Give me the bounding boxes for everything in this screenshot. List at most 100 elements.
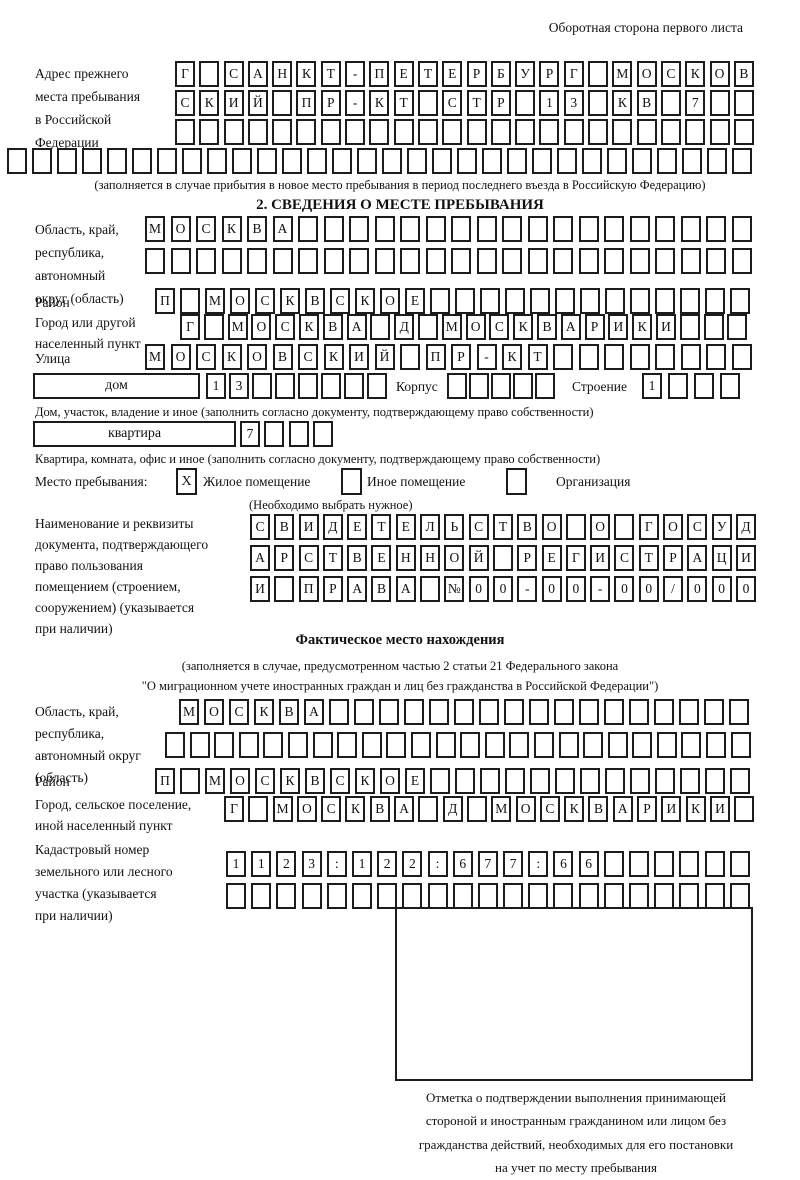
char-cell[interactable]: 1 (539, 90, 560, 116)
char-cell[interactable] (629, 344, 650, 370)
char-cell[interactable] (709, 90, 730, 116)
char-cell[interactable] (479, 699, 499, 725)
char-cell[interactable] (730, 288, 750, 314)
char-cell[interactable]: М (612, 61, 633, 87)
char-cell[interactable]: Г (175, 61, 195, 87)
char-cell[interactable] (32, 148, 52, 174)
char-cell[interactable] (583, 732, 604, 758)
char-cell[interactable]: М (145, 344, 165, 370)
char-cell[interactable] (732, 148, 752, 174)
char-cell[interactable]: В (733, 61, 754, 87)
char-cell[interactable] (460, 732, 481, 758)
char-cell[interactable]: В (536, 314, 557, 340)
char-cell[interactable] (528, 883, 549, 909)
char-cell[interactable]: 0 (638, 576, 659, 602)
char-cell[interactable]: И (655, 314, 676, 340)
char-cell[interactable]: С (175, 90, 195, 116)
char-cell[interactable]: М (272, 796, 293, 822)
char-cell[interactable] (377, 883, 398, 909)
char-cell[interactable] (480, 288, 500, 314)
char-cell[interactable]: Г (638, 514, 659, 540)
char-cell[interactable]: : (326, 851, 347, 877)
char-cell[interactable] (351, 883, 372, 909)
char-cell[interactable]: Н (420, 545, 441, 571)
char-cell[interactable]: С (321, 796, 342, 822)
char-cell[interactable] (312, 732, 333, 758)
char-cell[interactable] (344, 373, 364, 399)
char-cell[interactable] (349, 248, 369, 274)
char-cell[interactable]: Т (492, 514, 513, 540)
char-cell[interactable] (655, 288, 675, 314)
char-cell[interactable] (668, 373, 688, 399)
char-cell[interactable] (527, 248, 548, 274)
char-cell[interactable]: О (251, 314, 272, 340)
char-cell[interactable] (588, 61, 609, 87)
char-cell[interactable] (632, 148, 652, 174)
char-cell[interactable] (505, 768, 525, 794)
char-cell[interactable]: О (709, 61, 730, 87)
char-cell[interactable]: 7 (685, 90, 706, 116)
char-cell[interactable] (466, 796, 487, 822)
char-cell[interactable] (558, 732, 579, 758)
char-cell[interactable]: В (247, 216, 267, 242)
char-cell[interactable] (451, 216, 471, 242)
char-cell[interactable]: Р (322, 576, 343, 602)
char-cell[interactable]: С (614, 545, 635, 571)
char-cell[interactable]: О (230, 288, 250, 314)
char-cell[interactable] (632, 732, 653, 758)
char-cell[interactable]: К (502, 344, 522, 370)
char-cell[interactable] (733, 90, 754, 116)
char-cell[interactable] (214, 732, 235, 758)
char-cell[interactable] (367, 373, 387, 399)
char-cell[interactable] (629, 883, 649, 909)
char-cell[interactable] (654, 883, 675, 909)
char-cell[interactable] (442, 119, 463, 145)
char-cell[interactable] (502, 248, 522, 274)
char-cell[interactable] (694, 373, 714, 399)
char-cell[interactable] (704, 699, 724, 725)
char-cell[interactable]: 7 (240, 421, 260, 447)
char-cell[interactable]: 3 (563, 90, 584, 116)
char-cell[interactable] (455, 768, 475, 794)
char-cell[interactable]: А (250, 545, 270, 571)
char-cell[interactable]: К (280, 288, 300, 314)
char-cell[interactable] (629, 699, 649, 725)
char-cell[interactable]: О (296, 796, 317, 822)
char-cell[interactable] (482, 148, 502, 174)
char-cell[interactable] (515, 90, 536, 116)
char-cell[interactable]: 1 (251, 851, 272, 877)
char-cell[interactable] (457, 148, 477, 174)
char-cell[interactable]: Ц (711, 545, 732, 571)
char-cell[interactable]: Т (322, 545, 343, 571)
char-cell[interactable] (469, 373, 489, 399)
char-cell[interactable]: : (427, 851, 448, 877)
char-cell[interactable] (612, 119, 633, 145)
char-cell[interactable] (298, 248, 318, 274)
char-cell[interactable] (731, 216, 752, 242)
char-cell[interactable] (393, 119, 414, 145)
char-cell[interactable] (731, 344, 752, 370)
char-cell[interactable] (400, 248, 420, 274)
char-cell[interactable] (386, 732, 407, 758)
char-cell[interactable] (251, 883, 272, 909)
char-cell[interactable]: Р (320, 90, 341, 116)
char-cell[interactable]: В (517, 514, 538, 540)
char-cell[interactable] (539, 119, 560, 145)
char-cell[interactable] (680, 248, 701, 274)
char-cell[interactable]: С (660, 61, 681, 87)
char-cell[interactable] (703, 314, 724, 340)
char-cell[interactable] (727, 314, 748, 340)
char-cell[interactable] (312, 421, 333, 447)
char-cell[interactable] (203, 314, 224, 340)
char-cell[interactable] (730, 732, 751, 758)
char-cell[interactable]: И (349, 344, 369, 370)
char-cell[interactable]: К (345, 796, 366, 822)
char-cell[interactable] (400, 216, 420, 242)
char-cell[interactable]: П (296, 90, 317, 116)
char-cell[interactable] (603, 851, 624, 877)
char-cell[interactable]: П (298, 576, 319, 602)
char-cell[interactable]: В (347, 545, 368, 571)
char-cell[interactable]: 3 (301, 851, 322, 877)
char-cell[interactable] (264, 421, 285, 447)
char-cell[interactable]: К (221, 344, 242, 370)
